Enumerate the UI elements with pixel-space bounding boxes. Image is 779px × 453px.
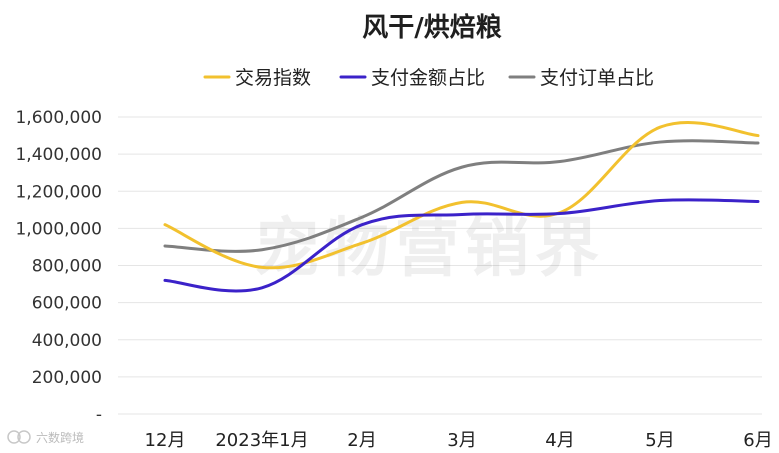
legend-label: 交易指数 <box>235 67 311 89</box>
watermark: 宠物营销界 <box>255 212 605 286</box>
y-tick-label: 600,000 <box>32 294 102 314</box>
chart-title: 风干/烘焙粮 <box>362 12 502 43</box>
x-tick-label: 5月 <box>645 430 674 451</box>
x-axis: 12月 2023年1月 2月 3月 4月 5月 6月 <box>145 430 773 451</box>
x-tick-label: 12月 <box>145 430 186 451</box>
y-tick-label: 1,200,000 <box>15 182 102 202</box>
y-tick-label: 200,000 <box>32 368 102 388</box>
brand-icon-ring <box>17 430 31 444</box>
y-tick-label: 1,000,000 <box>15 219 102 239</box>
gridlines <box>118 116 762 415</box>
y-tick-label: 1,600,000 <box>15 108 102 128</box>
x-tick-label: 3月 <box>447 430 476 451</box>
series-line-0 <box>163 120 760 270</box>
legend-label: 支付订单占比 <box>540 67 654 89</box>
brand-logo: 六数跨境 <box>7 430 84 445</box>
x-tick-label: 2月 <box>347 430 376 451</box>
watermark-text: 宠物营销界 <box>255 212 605 286</box>
x-tick-label: 4月 <box>545 430 574 451</box>
y-tick-label: 400,000 <box>32 331 102 351</box>
y-tick-label: - <box>96 405 102 425</box>
series-line-2 <box>163 139 760 253</box>
y-axis: - 200,000 400,000 600,000 800,000 1,000,000 1,… <box>15 108 102 425</box>
x-tick-label: 6月 <box>743 430 772 451</box>
series-line-1 <box>163 198 760 293</box>
y-tick-label: 1,400,000 <box>15 145 102 165</box>
y-tick-label: 800,000 <box>32 257 102 277</box>
brand-icon <box>7 430 21 444</box>
brand-text: 六数跨境 <box>36 430 84 445</box>
x-tick-label: 2023年1月 <box>215 430 308 451</box>
series-lines <box>163 120 760 293</box>
legend: 交易指数 支付金额占比 支付订单占比 <box>203 67 654 89</box>
legend-label: 支付金额占比 <box>371 67 485 89</box>
